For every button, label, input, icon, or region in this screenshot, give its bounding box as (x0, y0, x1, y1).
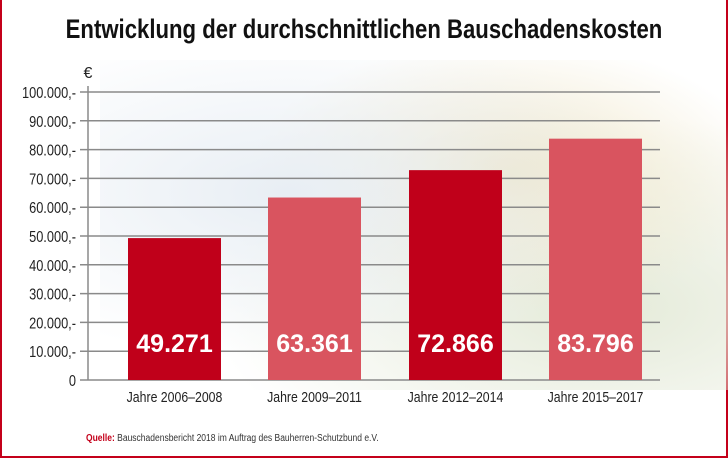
source-label: Quelle: (86, 433, 115, 444)
bar (128, 238, 221, 380)
bar (409, 170, 502, 380)
y-tick-label: 0 (69, 373, 76, 391)
y-tick-label: 90.000,- (29, 114, 76, 132)
x-tick-label: Jahre 2012–2014 (408, 389, 504, 405)
y-tick-label: 70.000,- (29, 171, 76, 189)
y-tick-label: 20.000,- (29, 315, 76, 333)
y-tick-label: 50.000,- (29, 229, 76, 247)
data-label: 49.271 (136, 330, 213, 358)
y-axis-unit: € (84, 65, 93, 82)
chart-title: Entwicklung der durchschnittlichen Bausc… (65, 14, 663, 44)
source-note: Quelle: Bauschadensbericht 2018 im Auftr… (86, 433, 379, 444)
y-tick-label: 30.000,- (29, 286, 76, 304)
y-tick-label: 80.000,- (29, 142, 76, 160)
y-tick-label: 60.000,- (29, 200, 76, 218)
data-label: 72.866 (417, 330, 493, 358)
data-label: 83.796 (557, 330, 633, 358)
source-text: Bauschadensbericht 2018 im Auftrag des B… (117, 433, 379, 444)
y-tick-label: 40.000,- (29, 258, 76, 276)
x-tick-label: Jahre 2009–2011 (267, 389, 362, 405)
bar (549, 138, 642, 380)
y-tick-label: 100.000,- (22, 85, 76, 103)
data-label: 63.361 (276, 330, 353, 358)
x-tick-label: Jahre 2006–2008 (127, 389, 223, 405)
x-tick-label: Jahre 2015–2017 (548, 389, 644, 405)
y-tick-label: 10.000,- (29, 344, 76, 362)
bar (268, 197, 361, 380)
